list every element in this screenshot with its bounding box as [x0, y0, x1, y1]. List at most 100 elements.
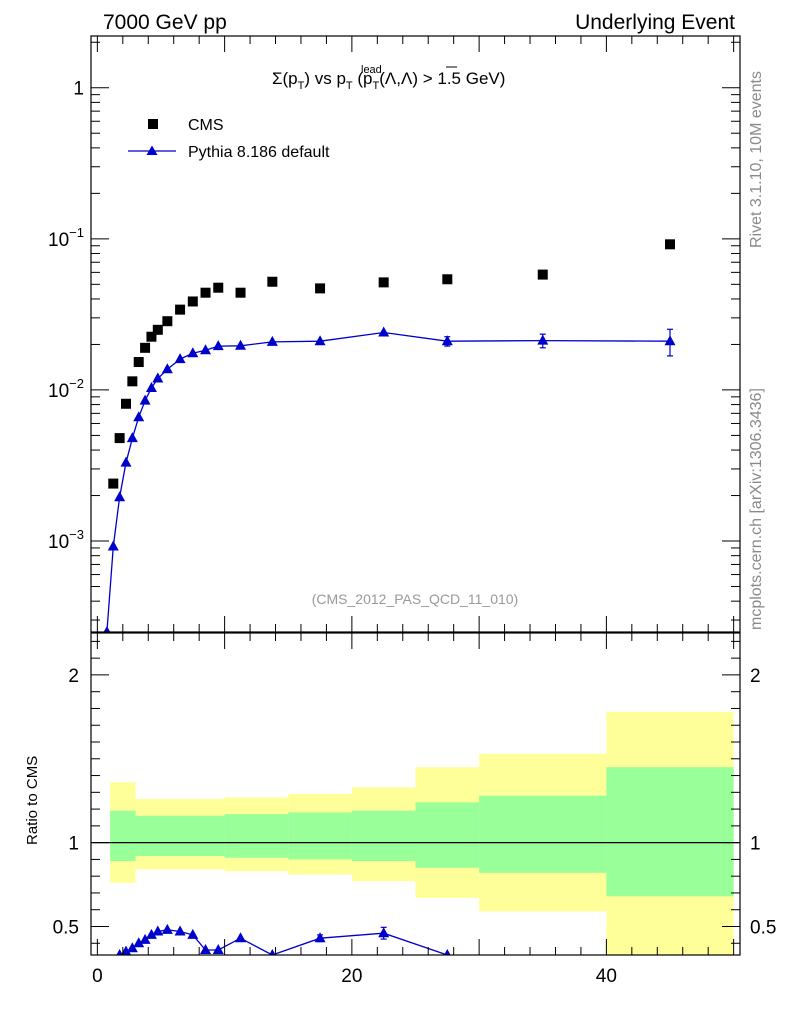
pythia-point: [200, 344, 212, 355]
ratio-y-tick-label-right: 0.5: [750, 917, 776, 938]
legend-pythia-marker: [146, 145, 158, 155]
title-lead-sup: lead: [361, 64, 382, 76]
cms-point: [162, 316, 173, 327]
cms-point: [200, 287, 211, 298]
cms-point: [267, 276, 278, 287]
pythia-point: [664, 335, 676, 346]
pythia-point: [441, 335, 453, 346]
cms-point: [133, 357, 144, 368]
y-tick-label-exp: −2: [69, 376, 84, 391]
plot-title: Σ(pT) vs pT (pT(Λ,Λ) > 1.5 GeV): [272, 69, 505, 92]
title-sigma: Σ(p: [272, 69, 298, 88]
ratio-point: [378, 927, 390, 938]
header-right: Underlying Event: [575, 11, 735, 34]
pythia-point: [212, 340, 224, 351]
main-plot-ticks: 110−110−210−3: [48, 36, 740, 632]
pythia-point: [174, 353, 186, 364]
y-tick-label: 10−2: [48, 376, 84, 402]
ratio-point: [133, 937, 145, 948]
pythia-point: [145, 381, 157, 392]
ratio-point: [444, 949, 451, 955]
title-tail-a: (p: [353, 69, 373, 88]
title-sub-t2: T: [346, 80, 353, 92]
y-tick-label-base: 10: [48, 532, 69, 553]
ratio-point: [200, 943, 212, 954]
pythia-point: [114, 491, 126, 502]
ratio-band-green: [224, 814, 289, 858]
ratio-point: [139, 933, 151, 944]
pythia-point: [126, 432, 138, 443]
y-tick-label-exp: −1: [69, 225, 84, 240]
ratio-band-green: [351, 810, 416, 862]
title-tail-b: (Λ,: [379, 69, 401, 88]
pythia-point: [378, 326, 390, 337]
header-left: 7000 GeV pp: [103, 11, 227, 34]
cms-point: [665, 239, 676, 250]
pythia-point: [103, 626, 111, 632]
cms-point: [442, 274, 453, 285]
cms-point: [140, 342, 151, 353]
ratio-point: [269, 949, 276, 955]
ratio-y-tick-label-right: 2: [750, 666, 761, 687]
ratio-point: [126, 942, 138, 953]
ratio-x-tick-label: 20: [341, 966, 362, 987]
ratio-band-green: [479, 795, 607, 873]
ratio-x-tick-label: 40: [596, 966, 617, 987]
pythia-point: [537, 334, 549, 345]
ratio-point: [161, 923, 173, 934]
ratio-point: [212, 943, 224, 954]
ratio-bands: [91, 711, 740, 955]
ratio-point: [120, 945, 132, 955]
ratio-band-green: [415, 802, 480, 868]
ratio-point: [235, 932, 247, 943]
ratio-band-green: [110, 810, 136, 862]
cms-point: [127, 376, 138, 387]
y-tick-label: 10−1: [48, 225, 84, 251]
pythia-point: [161, 363, 173, 374]
legend-cms-marker: [148, 119, 158, 129]
title-lambda-bar: Λ: [401, 69, 413, 88]
cms-point: [146, 331, 157, 342]
ratio-y-tick-label: 2: [68, 666, 79, 687]
ratio-x-tick-label: 0: [92, 966, 103, 987]
cms-point: [175, 304, 186, 315]
cms-point: [213, 282, 224, 293]
side-label-top: Rivet 3.1.10, 10M events: [748, 71, 765, 248]
cms-point: [187, 296, 198, 307]
cms-point: [108, 478, 119, 489]
main-plot-marks: [103, 239, 676, 632]
cms-point: [235, 287, 246, 298]
ratio-band-green: [606, 767, 734, 897]
ratio-point: [145, 928, 157, 939]
y-tick-label: 10−3: [48, 527, 84, 553]
pythia-point: [139, 394, 151, 405]
cms-point: [315, 283, 326, 294]
ratio-y-tick-label-right: 1: [750, 834, 761, 855]
cms-point: [378, 277, 389, 288]
pythia-point: [187, 347, 199, 358]
y-tick-label-base: 10: [48, 381, 69, 402]
pythia-point: [107, 540, 119, 551]
pythia-point: [235, 339, 247, 350]
y-tick-label-exp: −3: [69, 527, 84, 542]
ratio-ylabel: Ratio to CMS: [24, 756, 41, 845]
ratio-point: [174, 925, 186, 936]
legend-pythia-label: Pythia 8.186 default: [188, 144, 330, 161]
title-vs: ) vs p: [304, 69, 346, 88]
cms-point: [120, 398, 131, 409]
ratio-y-tick-label: 1: [68, 834, 79, 855]
ratio-point: [116, 949, 123, 955]
pythia-point: [152, 372, 164, 383]
main-plot: 110−110−210−3 Σ(pT) vs pT (pT(Λ,Λ) > 1.5…: [48, 35, 741, 633]
pythia-line: [106, 331, 671, 632]
ratio-plot-ticks: 0.5 0.51 12 20 20 40: [53, 633, 776, 987]
pythia-point: [133, 411, 145, 422]
legend-cms-label: CMS: [188, 117, 224, 134]
ratio-marks: [116, 923, 451, 955]
main-plot-frame: [90, 35, 741, 633]
pythia-point: [120, 456, 132, 467]
cms-point: [537, 269, 548, 280]
ratio-point: [187, 928, 199, 939]
ratio-point: [314, 932, 326, 943]
